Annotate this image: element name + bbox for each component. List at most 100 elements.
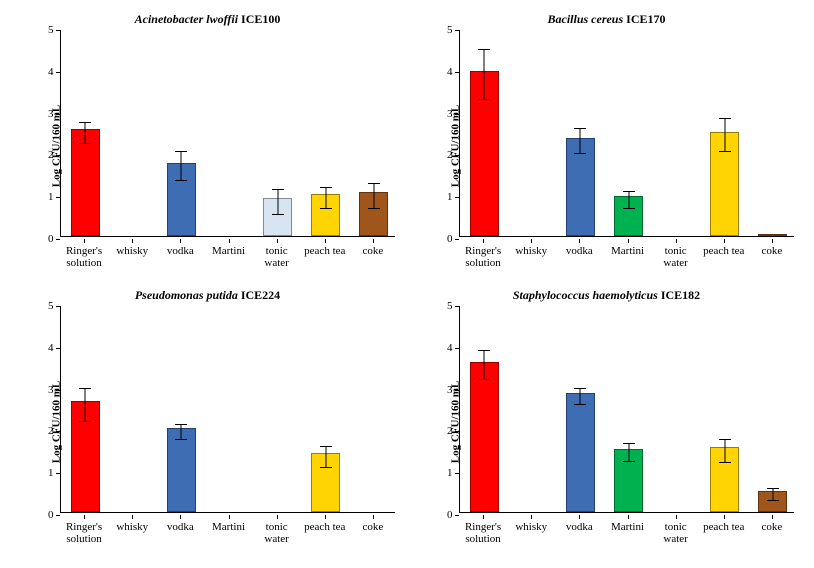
x-tick-label: tonic water	[264, 245, 288, 269]
y-tick-label: 4	[447, 342, 453, 354]
y-tick-mark	[56, 155, 60, 156]
y-tick-mark	[56, 515, 60, 516]
x-tick-mark	[180, 239, 181, 243]
y-tick-mark	[455, 239, 459, 240]
y-tick-mark	[56, 431, 60, 432]
error-cap	[272, 214, 284, 215]
bar	[167, 428, 196, 512]
chart-title: Staphylococcus haemolyticus ICE182	[409, 288, 804, 303]
x-tick-label: Ringer's solution	[66, 245, 102, 269]
error-cap	[320, 446, 332, 447]
plot-area	[60, 306, 395, 513]
error-cap	[767, 488, 779, 489]
y-tick-label: 2	[48, 425, 54, 437]
x-tick-mark	[325, 515, 326, 519]
x-tick-mark	[676, 515, 677, 519]
error-cap	[320, 208, 332, 209]
x-tick-mark	[229, 515, 230, 519]
x-tick-label: peach tea	[304, 245, 345, 257]
error-bar	[580, 128, 581, 153]
x-tick-label: tonic water	[264, 521, 288, 545]
x-tick-label: peach tea	[304, 521, 345, 533]
y-tick-label: 1	[48, 467, 54, 479]
y-tick-mark	[56, 239, 60, 240]
x-tick-mark	[180, 515, 181, 519]
bar	[470, 362, 499, 512]
y-tick-label: 0	[447, 509, 453, 521]
x-tick-label: Martini	[611, 245, 644, 257]
x-tick-mark	[132, 239, 133, 243]
error-bar	[325, 446, 326, 467]
y-tick-mark	[56, 348, 60, 349]
chart-panel-1: Bacillus cereus ICE170Log CFU/160 mL0123…	[409, 10, 804, 282]
y-tick-mark	[455, 348, 459, 349]
chart-title-strain: ICE224	[238, 288, 280, 302]
chart-panel-0: Acinetobacter lwoffii ICE100Log CFU/160 …	[10, 10, 405, 282]
error-cap	[175, 151, 187, 152]
x-tick-mark	[483, 239, 484, 243]
error-cap	[623, 191, 635, 192]
error-cap	[767, 500, 779, 501]
error-bar	[628, 443, 629, 461]
chart-title-species: Pseudomonas putida	[135, 288, 238, 302]
x-tick-mark	[628, 239, 629, 243]
error-cap	[79, 421, 91, 422]
x-tick-label: coke	[762, 521, 783, 533]
error-cap	[574, 128, 586, 129]
chart-grid: Acinetobacter lwoffii ICE100Log CFU/160 …	[10, 10, 804, 558]
y-tick-mark	[455, 515, 459, 516]
x-tick-mark	[724, 515, 725, 519]
x-tick-label: whisky	[515, 521, 547, 533]
x-tick-mark	[724, 239, 725, 243]
y-tick-label: 1	[447, 467, 453, 479]
error-bar	[628, 191, 629, 208]
chart-title-species: Staphylococcus haemolyticus	[513, 288, 658, 302]
error-cap	[175, 180, 187, 181]
error-bar	[181, 151, 182, 180]
error-cap	[478, 379, 490, 380]
y-tick-label: 1	[48, 191, 54, 203]
error-bar	[373, 183, 374, 208]
x-tick-label: Martini	[611, 521, 644, 533]
bar	[758, 234, 787, 236]
chart-title-strain: ICE182	[658, 288, 700, 302]
error-bar	[484, 49, 485, 99]
y-tick-mark	[455, 72, 459, 73]
y-tick-label: 1	[447, 191, 453, 203]
y-tick-label: 5	[48, 300, 54, 312]
y-tick-mark	[455, 197, 459, 198]
chart-title-strain: ICE100	[238, 12, 280, 26]
error-cap	[272, 189, 284, 190]
error-bar	[85, 122, 86, 143]
chart-panel-3: Staphylococcus haemolyticus ICE182Log CF…	[409, 286, 804, 558]
x-tick-mark	[277, 515, 278, 519]
x-tick-mark	[579, 239, 580, 243]
x-tick-label: peach tea	[703, 245, 744, 257]
x-tick-mark	[84, 515, 85, 519]
y-tick-mark	[56, 72, 60, 73]
x-tick-mark	[579, 515, 580, 519]
plot-area	[459, 30, 794, 237]
bar	[71, 129, 100, 236]
y-tick-mark	[56, 306, 60, 307]
x-tick-label: coke	[363, 521, 384, 533]
y-tick-label: 0	[447, 233, 453, 245]
error-cap	[79, 388, 91, 389]
plot-area	[459, 306, 794, 513]
x-tick-mark	[483, 515, 484, 519]
error-cap	[719, 151, 731, 152]
error-bar	[772, 488, 773, 501]
error-cap	[623, 461, 635, 462]
error-bar	[325, 187, 326, 208]
x-tick-label: coke	[363, 245, 384, 257]
y-tick-label: 3	[447, 384, 453, 396]
y-tick-label: 4	[48, 66, 54, 78]
x-tick-label: Ringer's solution	[465, 245, 501, 269]
x-tick-label: peach tea	[703, 521, 744, 533]
error-bar	[580, 388, 581, 405]
x-tick-mark	[373, 515, 374, 519]
y-tick-label: 3	[447, 108, 453, 120]
x-tick-label: vodka	[167, 245, 194, 257]
y-tick-mark	[56, 114, 60, 115]
y-tick-label: 5	[48, 24, 54, 36]
